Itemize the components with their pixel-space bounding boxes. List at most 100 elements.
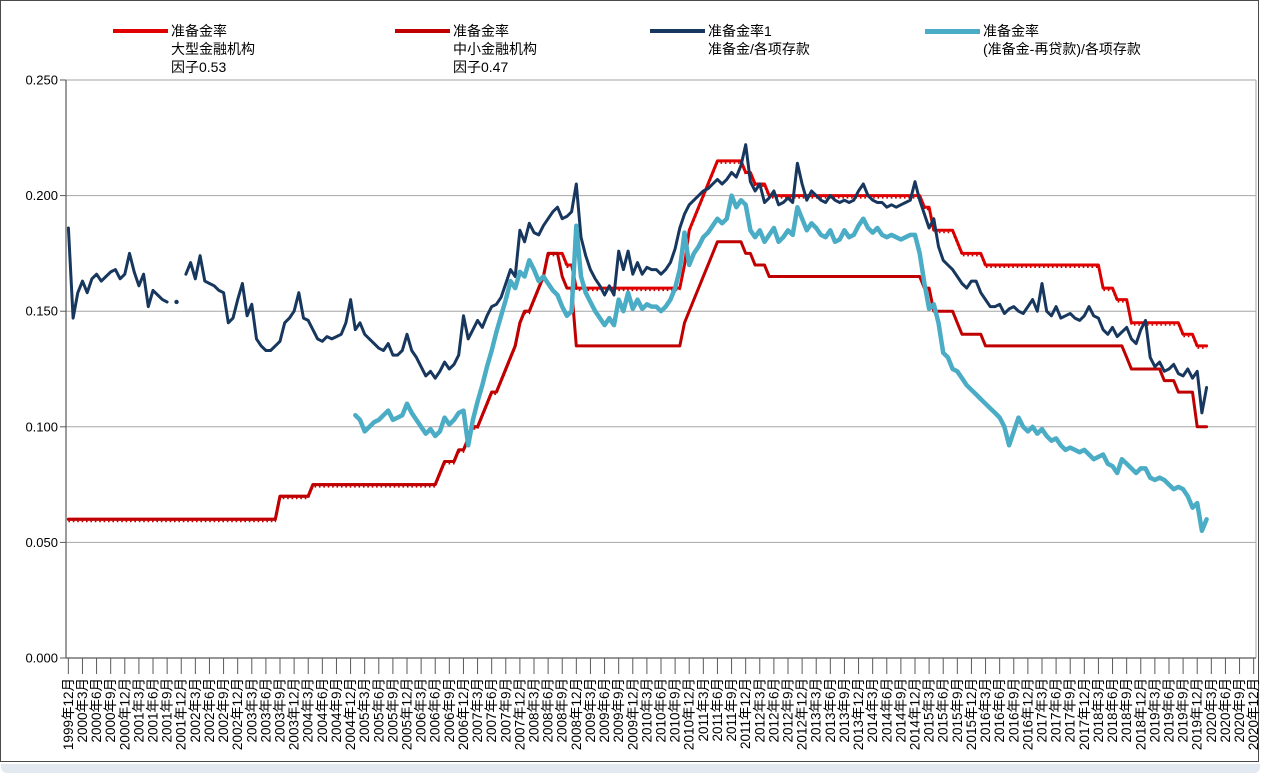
svg-text:2011年3月: 2011年3月 [696,678,711,742]
svg-text:2007年9月: 2007年9月 [498,678,513,743]
legend-item-large-banks: 准备金率 大型金融机构 因子0.53 [113,22,255,76]
svg-text:2016年12月: 2016年12月 [1020,678,1035,750]
svg-text:2016年6月: 2016年6月 [992,678,1007,743]
legend-label: 因子0.53 [171,59,227,75]
svg-text:2014年6月: 2014年6月 [879,678,894,743]
legend-label: 准备金率 [983,23,1039,39]
window-bottom-edge [1,764,1260,773]
svg-text:2011年12月: 2011年12月 [738,678,753,749]
legend-item-small-banks: 准备金率 中小金融机构 因子0.47 [395,22,537,76]
svg-text:2007年12月: 2007年12月 [512,678,527,750]
svg-text:2013年6月: 2013年6月 [823,678,838,743]
svg-text:2002年3月: 2002年3月 [188,678,203,743]
svg-text:2009年3月: 2009年3月 [583,678,598,743]
svg-text:2013年9月: 2013年9月 [837,678,852,743]
svg-text:2004年12月: 2004年12月 [343,678,358,750]
svg-text:2018年9月: 2018年9月 [1119,678,1134,743]
svg-text:2008年12月: 2008年12月 [569,678,584,750]
svg-text:2003年9月: 2003年9月 [273,678,288,743]
svg-text:2005年12月: 2005年12月 [400,678,415,750]
svg-text:2009年12月: 2009年12月 [625,678,640,750]
legend-label: 中小金融机构 [453,41,537,57]
svg-text:2006年9月: 2006年9月 [442,678,457,743]
svg-text:2015年12月: 2015年12月 [964,678,979,750]
svg-text:2005年6月: 2005年6月 [371,678,386,743]
legend-item-ratio2: 准备金率 (准备金-再贷款)/各项存款 [925,22,1141,58]
svg-text:0.250: 0.250 [25,73,58,88]
svg-text:2004年9月: 2004年9月 [329,678,344,743]
svg-text:2003年6月: 2003年6月 [258,678,273,743]
legend-label: 准备金率 [171,23,227,39]
svg-text:2010年9月: 2010年9月 [668,678,683,743]
svg-text:2007年6月: 2007年6月 [484,678,499,743]
svg-text:2013年3月: 2013年3月 [809,678,824,743]
svg-text:2017年12月: 2017年12月 [1077,678,1092,750]
svg-text:2004年3月: 2004年3月 [301,678,316,743]
svg-text:2017年9月: 2017年9月 [1063,678,1078,743]
svg-text:2008年9月: 2008年9月 [555,678,570,743]
svg-text:0.150: 0.150 [25,304,58,319]
svg-text:2013年12月: 2013年12月 [851,678,866,750]
svg-text:2002年6月: 2002年6月 [202,678,217,743]
svg-text:2001年3月: 2001年3月 [131,678,146,743]
svg-text:2010年12月: 2010年12月 [682,678,697,750]
svg-text:2019年9月: 2019年9月 [1176,678,1191,743]
svg-text:2012年6月: 2012年6月 [766,678,781,743]
svg-text:1999年12月: 1999年12月 [61,678,76,750]
legend: 准备金率 大型金融机构 因子0.53 准备金率 中小金融机构 因子0.47 准备… [0,0,1261,80]
svg-text:2020年9月: 2020年9月 [1232,678,1247,743]
svg-text:0.200: 0.200 [25,188,58,203]
svg-text:2003年3月: 2003年3月 [244,678,259,743]
svg-text:2000年9月: 2000年9月 [103,678,118,743]
svg-text:2015年6月: 2015年6月 [936,678,951,743]
svg-text:2010年6月: 2010年6月 [654,678,669,743]
svg-text:2001年6月: 2001年6月 [146,678,161,743]
svg-text:2004年6月: 2004年6月 [315,678,330,743]
svg-text:2020年6月: 2020年6月 [1218,678,1233,743]
legend-label: 大型金融机构 [171,41,255,57]
svg-text:2010年3月: 2010年3月 [639,678,654,743]
svg-text:2011年6月: 2011年6月 [710,678,725,742]
svg-text:2012年9月: 2012年9月 [780,678,795,743]
svg-text:2008年6月: 2008年6月 [541,678,556,743]
svg-text:2000年12月: 2000年12月 [117,678,132,750]
svg-text:2009年6月: 2009年6月 [597,678,612,743]
svg-text:2017年6月: 2017年6月 [1049,678,1064,743]
svg-text:2018年3月: 2018年3月 [1091,678,1106,743]
legend-line-ratio2-icon [925,29,980,34]
svg-text:0.050: 0.050 [25,535,58,550]
svg-text:2019年12月: 2019年12月 [1190,678,1205,750]
svg-text:2006年6月: 2006年6月 [428,678,443,743]
svg-text:2014年9月: 2014年9月 [893,678,908,743]
svg-text:2020年12月: 2020年12月 [1246,678,1261,750]
svg-text:2003年12月: 2003年12月 [287,678,302,750]
svg-text:2008年3月: 2008年3月 [527,678,542,743]
svg-text:2012年12月: 2012年12月 [795,678,810,750]
legend-line-ratio1-icon [650,29,705,33]
svg-text:2001年12月: 2001年12月 [174,678,189,750]
svg-text:2016年9月: 2016年9月 [1006,678,1021,743]
svg-text:2000年6月: 2000年6月 [89,678,104,743]
svg-text:2018年6月: 2018年6月 [1105,678,1120,743]
svg-text:2016年3月: 2016年3月 [978,678,993,743]
svg-text:2002年9月: 2002年9月 [216,678,231,743]
legend-item-ratio1: 准备金率1 准备金/各项存款 [650,22,810,58]
svg-text:2000年3月: 2000年3月 [75,678,90,743]
svg-text:2009年9月: 2009年9月 [611,678,626,743]
svg-text:2014年3月: 2014年3月 [865,678,880,743]
svg-text:0.000: 0.000 [25,651,58,666]
legend-label: 因子0.47 [453,59,509,75]
svg-text:2015年3月: 2015年3月 [922,678,937,743]
svg-text:2002年12月: 2002年12月 [230,678,245,750]
legend-line-large-icon [113,29,168,33]
svg-text:2015年9月: 2015年9月 [950,678,965,743]
svg-text:2001年9月: 2001年9月 [160,678,175,743]
svg-text:2014年12月: 2014年12月 [907,678,922,750]
svg-text:2018年12月: 2018年12月 [1133,678,1148,750]
svg-text:0.100: 0.100 [25,419,58,434]
svg-text:2020年3月: 2020年3月 [1204,678,1219,743]
svg-text:2005年9月: 2005年9月 [385,678,400,743]
